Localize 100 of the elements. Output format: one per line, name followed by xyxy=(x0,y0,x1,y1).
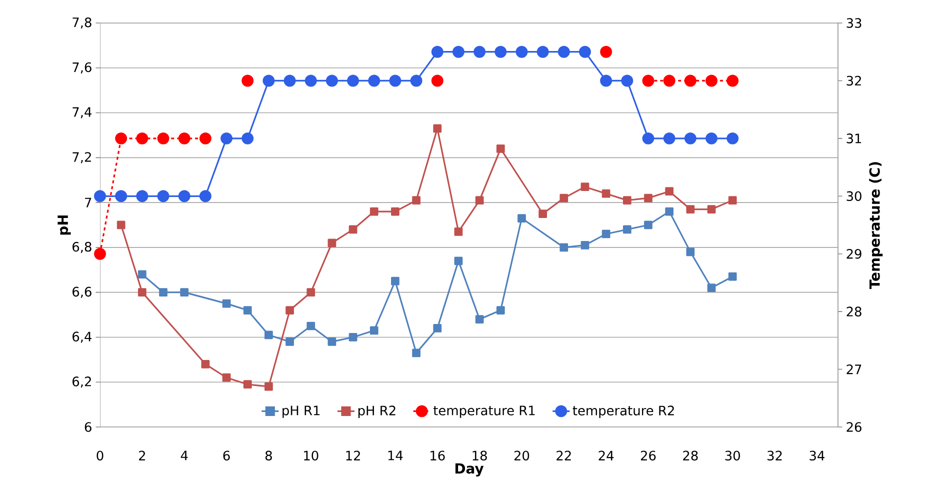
legend-label: pH R2 xyxy=(358,406,396,418)
point xyxy=(706,74,718,87)
point xyxy=(602,230,610,238)
point xyxy=(286,306,294,314)
point xyxy=(452,46,464,58)
point xyxy=(663,74,676,87)
x-tick-label: 4 xyxy=(180,450,188,460)
point xyxy=(328,238,336,248)
point xyxy=(726,74,739,87)
y-tick-label: 7,8 xyxy=(72,17,92,29)
point xyxy=(157,132,170,144)
point xyxy=(115,190,128,202)
point xyxy=(496,306,505,314)
point xyxy=(686,205,695,214)
point xyxy=(348,333,358,342)
y2-tick-label: 29 xyxy=(846,248,862,259)
point xyxy=(391,207,400,216)
point xyxy=(94,190,106,202)
x-tick-label: 0 xyxy=(96,450,104,461)
point xyxy=(600,74,612,87)
point xyxy=(602,189,610,198)
y-tick-label: 6,4 xyxy=(72,332,92,343)
point xyxy=(94,248,106,260)
point xyxy=(391,276,400,286)
y-tick-label: 6,2 xyxy=(72,376,91,388)
x-tick-label: 8 xyxy=(265,450,272,461)
point xyxy=(518,214,526,222)
y2-tick-label: 28 xyxy=(846,306,862,316)
y-tick-label: 6 xyxy=(84,422,92,432)
point xyxy=(728,272,737,281)
point xyxy=(684,132,696,144)
point xyxy=(580,241,590,250)
point xyxy=(201,360,210,368)
point xyxy=(286,338,294,346)
point xyxy=(622,225,632,234)
x-tick-label: 24 xyxy=(598,450,614,460)
point xyxy=(178,190,190,202)
point xyxy=(726,132,739,144)
x-tick-label: 16 xyxy=(430,450,445,461)
point xyxy=(644,194,652,202)
x-tick-label: 26 xyxy=(640,450,656,461)
point xyxy=(684,74,696,87)
point xyxy=(159,288,168,297)
point xyxy=(306,288,316,297)
x-tick-label: 32 xyxy=(767,450,782,461)
point xyxy=(558,46,570,58)
x-tick-label: 14 xyxy=(388,450,403,460)
point xyxy=(328,338,336,346)
legend-label: temperature R1 xyxy=(433,406,535,418)
point xyxy=(178,132,190,144)
point xyxy=(242,74,254,87)
point xyxy=(116,220,126,230)
y2-tick-label: 30 xyxy=(846,191,862,202)
point xyxy=(665,187,674,196)
y-tick-label: 7 xyxy=(85,198,92,208)
point xyxy=(138,288,146,297)
point xyxy=(220,132,232,144)
point xyxy=(580,182,590,192)
x-tick-label: 18 xyxy=(472,450,487,461)
legend-label: temperature R2 xyxy=(572,406,674,418)
point xyxy=(136,190,148,202)
y2-tick-label: 26 xyxy=(846,422,862,432)
point xyxy=(536,46,549,58)
point xyxy=(136,132,148,144)
point xyxy=(304,74,317,87)
point xyxy=(115,132,128,144)
x-tick-label: 10 xyxy=(304,450,318,461)
y-axis-title: pH xyxy=(58,215,71,235)
point xyxy=(412,348,420,358)
point xyxy=(560,194,568,202)
point xyxy=(431,74,444,87)
y-tick-label: 6,6 xyxy=(72,286,92,298)
point xyxy=(474,46,486,58)
y2-tick-label: 31 xyxy=(846,134,862,144)
x-tick-label: 30 xyxy=(725,450,740,461)
legend-label: pH R1 xyxy=(282,406,320,418)
point xyxy=(707,205,716,214)
point xyxy=(475,315,484,324)
point xyxy=(368,74,380,87)
point xyxy=(686,248,695,256)
point xyxy=(243,380,252,389)
point xyxy=(621,74,634,87)
point xyxy=(496,144,505,153)
point xyxy=(706,132,718,144)
point xyxy=(560,243,568,252)
point xyxy=(578,46,591,58)
point xyxy=(306,322,316,330)
y-tick-label: 7,2 xyxy=(72,152,91,164)
point xyxy=(663,132,676,144)
y-tick-label: 7,4 xyxy=(72,107,92,118)
x-tick-label: 6 xyxy=(223,450,230,461)
point xyxy=(370,326,378,335)
x-axis-title: Day xyxy=(455,463,484,477)
point xyxy=(180,288,189,297)
point xyxy=(431,46,444,58)
point xyxy=(642,74,654,87)
x-tick-label: 34 xyxy=(810,450,824,461)
point xyxy=(157,190,170,202)
y-tick-label: 6,8 xyxy=(72,242,92,253)
point xyxy=(454,228,463,236)
